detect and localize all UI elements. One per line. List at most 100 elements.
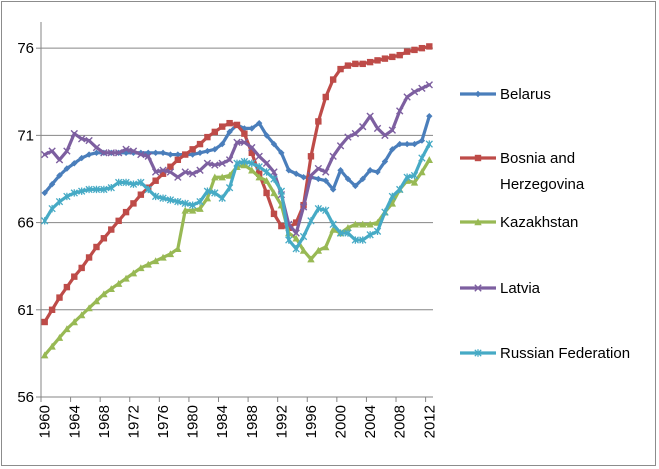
data-point	[188, 206, 197, 214]
data-point	[337, 167, 344, 174]
series-kazakhstan	[40, 156, 434, 359]
data-point	[314, 246, 323, 254]
data-point	[130, 200, 137, 207]
axes	[36, 22, 433, 402]
data-point	[92, 143, 101, 152]
data-point	[270, 140, 278, 148]
data-point	[411, 46, 418, 54]
x-tick-label: 1960	[37, 405, 54, 438]
data-point	[85, 151, 93, 158]
data-point	[41, 189, 48, 197]
data-point	[262, 168, 271, 176]
data-point	[418, 84, 426, 92]
data-point	[211, 146, 219, 153]
data-point	[85, 136, 93, 145]
gridlines	[41, 47, 433, 311]
data-point	[418, 168, 426, 176]
x-tick-label: 1988	[244, 405, 261, 438]
data-point	[48, 147, 56, 155]
data-point	[40, 351, 49, 359]
data-point	[78, 187, 86, 195]
data-point	[263, 132, 270, 139]
data-point	[359, 122, 367, 131]
data-point	[388, 126, 397, 134]
data-point	[292, 170, 300, 177]
data-point	[144, 152, 152, 160]
data-point	[248, 159, 256, 167]
data-point	[115, 178, 123, 187]
data-point	[211, 161, 219, 169]
data-point	[218, 159, 226, 167]
data-point	[100, 149, 108, 157]
data-point	[262, 177, 271, 184]
data-point	[92, 185, 101, 194]
y-tick-label: 56	[17, 389, 34, 406]
data-point	[314, 164, 323, 173]
data-point	[248, 143, 256, 152]
data-point	[410, 88, 419, 96]
data-point	[278, 149, 285, 157]
data-point	[381, 131, 389, 140]
data-point	[63, 147, 71, 155]
data-point	[174, 151, 182, 158]
data-point	[270, 189, 278, 197]
data-point	[77, 135, 86, 143]
data-point	[403, 48, 411, 55]
data-point	[359, 175, 366, 183]
data-point	[351, 220, 360, 228]
data-point	[100, 235, 108, 242]
data-point	[218, 173, 226, 181]
data-point	[270, 210, 278, 218]
legend-item-russian-federation: Russian Federation	[460, 345, 630, 362]
data-point	[122, 178, 130, 187]
data-point	[425, 81, 433, 89]
data-point	[292, 234, 300, 242]
data-point	[55, 333, 64, 341]
legend-item-kazakhstan: Kazakhstan	[460, 214, 578, 231]
data-point	[389, 53, 396, 61]
data-point	[374, 57, 381, 64]
data-point	[189, 151, 196, 158]
data-point	[403, 140, 411, 148]
data-point	[181, 168, 189, 176]
data-point	[474, 154, 482, 162]
data-point	[241, 130, 248, 137]
legend-label: Latvia	[500, 280, 541, 297]
data-point	[107, 285, 115, 293]
data-point	[388, 192, 396, 201]
data-point	[344, 62, 352, 69]
data-point	[181, 206, 189, 214]
data-point	[307, 171, 315, 180]
data-point	[474, 349, 482, 357]
data-point	[70, 129, 78, 138]
data-point	[151, 192, 160, 201]
data-point	[137, 150, 145, 159]
data-point	[374, 168, 381, 176]
data-point	[211, 173, 219, 181]
data-point	[474, 218, 482, 226]
legend-label: Russian Federation	[500, 345, 630, 362]
data-point	[55, 156, 64, 164]
data-point	[174, 173, 182, 181]
legend-label: Belarus	[500, 86, 551, 103]
data-point	[285, 236, 293, 244]
data-point	[299, 203, 308, 211]
data-point	[344, 229, 352, 237]
data-point	[174, 197, 182, 206]
data-point	[322, 243, 330, 251]
data-point	[225, 156, 234, 164]
y-tick-label: 61	[17, 302, 34, 319]
series-line	[43, 44, 431, 324]
data-point	[144, 185, 152, 194]
data-point	[359, 220, 367, 228]
data-point	[344, 224, 352, 232]
data-point	[300, 174, 307, 181]
data-point	[174, 245, 182, 252]
legend-label: Kazakhstan	[500, 214, 578, 231]
data-point	[322, 93, 329, 101]
data-point	[55, 197, 64, 206]
data-point	[41, 318, 48, 326]
data-point	[137, 191, 145, 198]
data-point	[425, 156, 434, 163]
data-point	[344, 133, 352, 141]
